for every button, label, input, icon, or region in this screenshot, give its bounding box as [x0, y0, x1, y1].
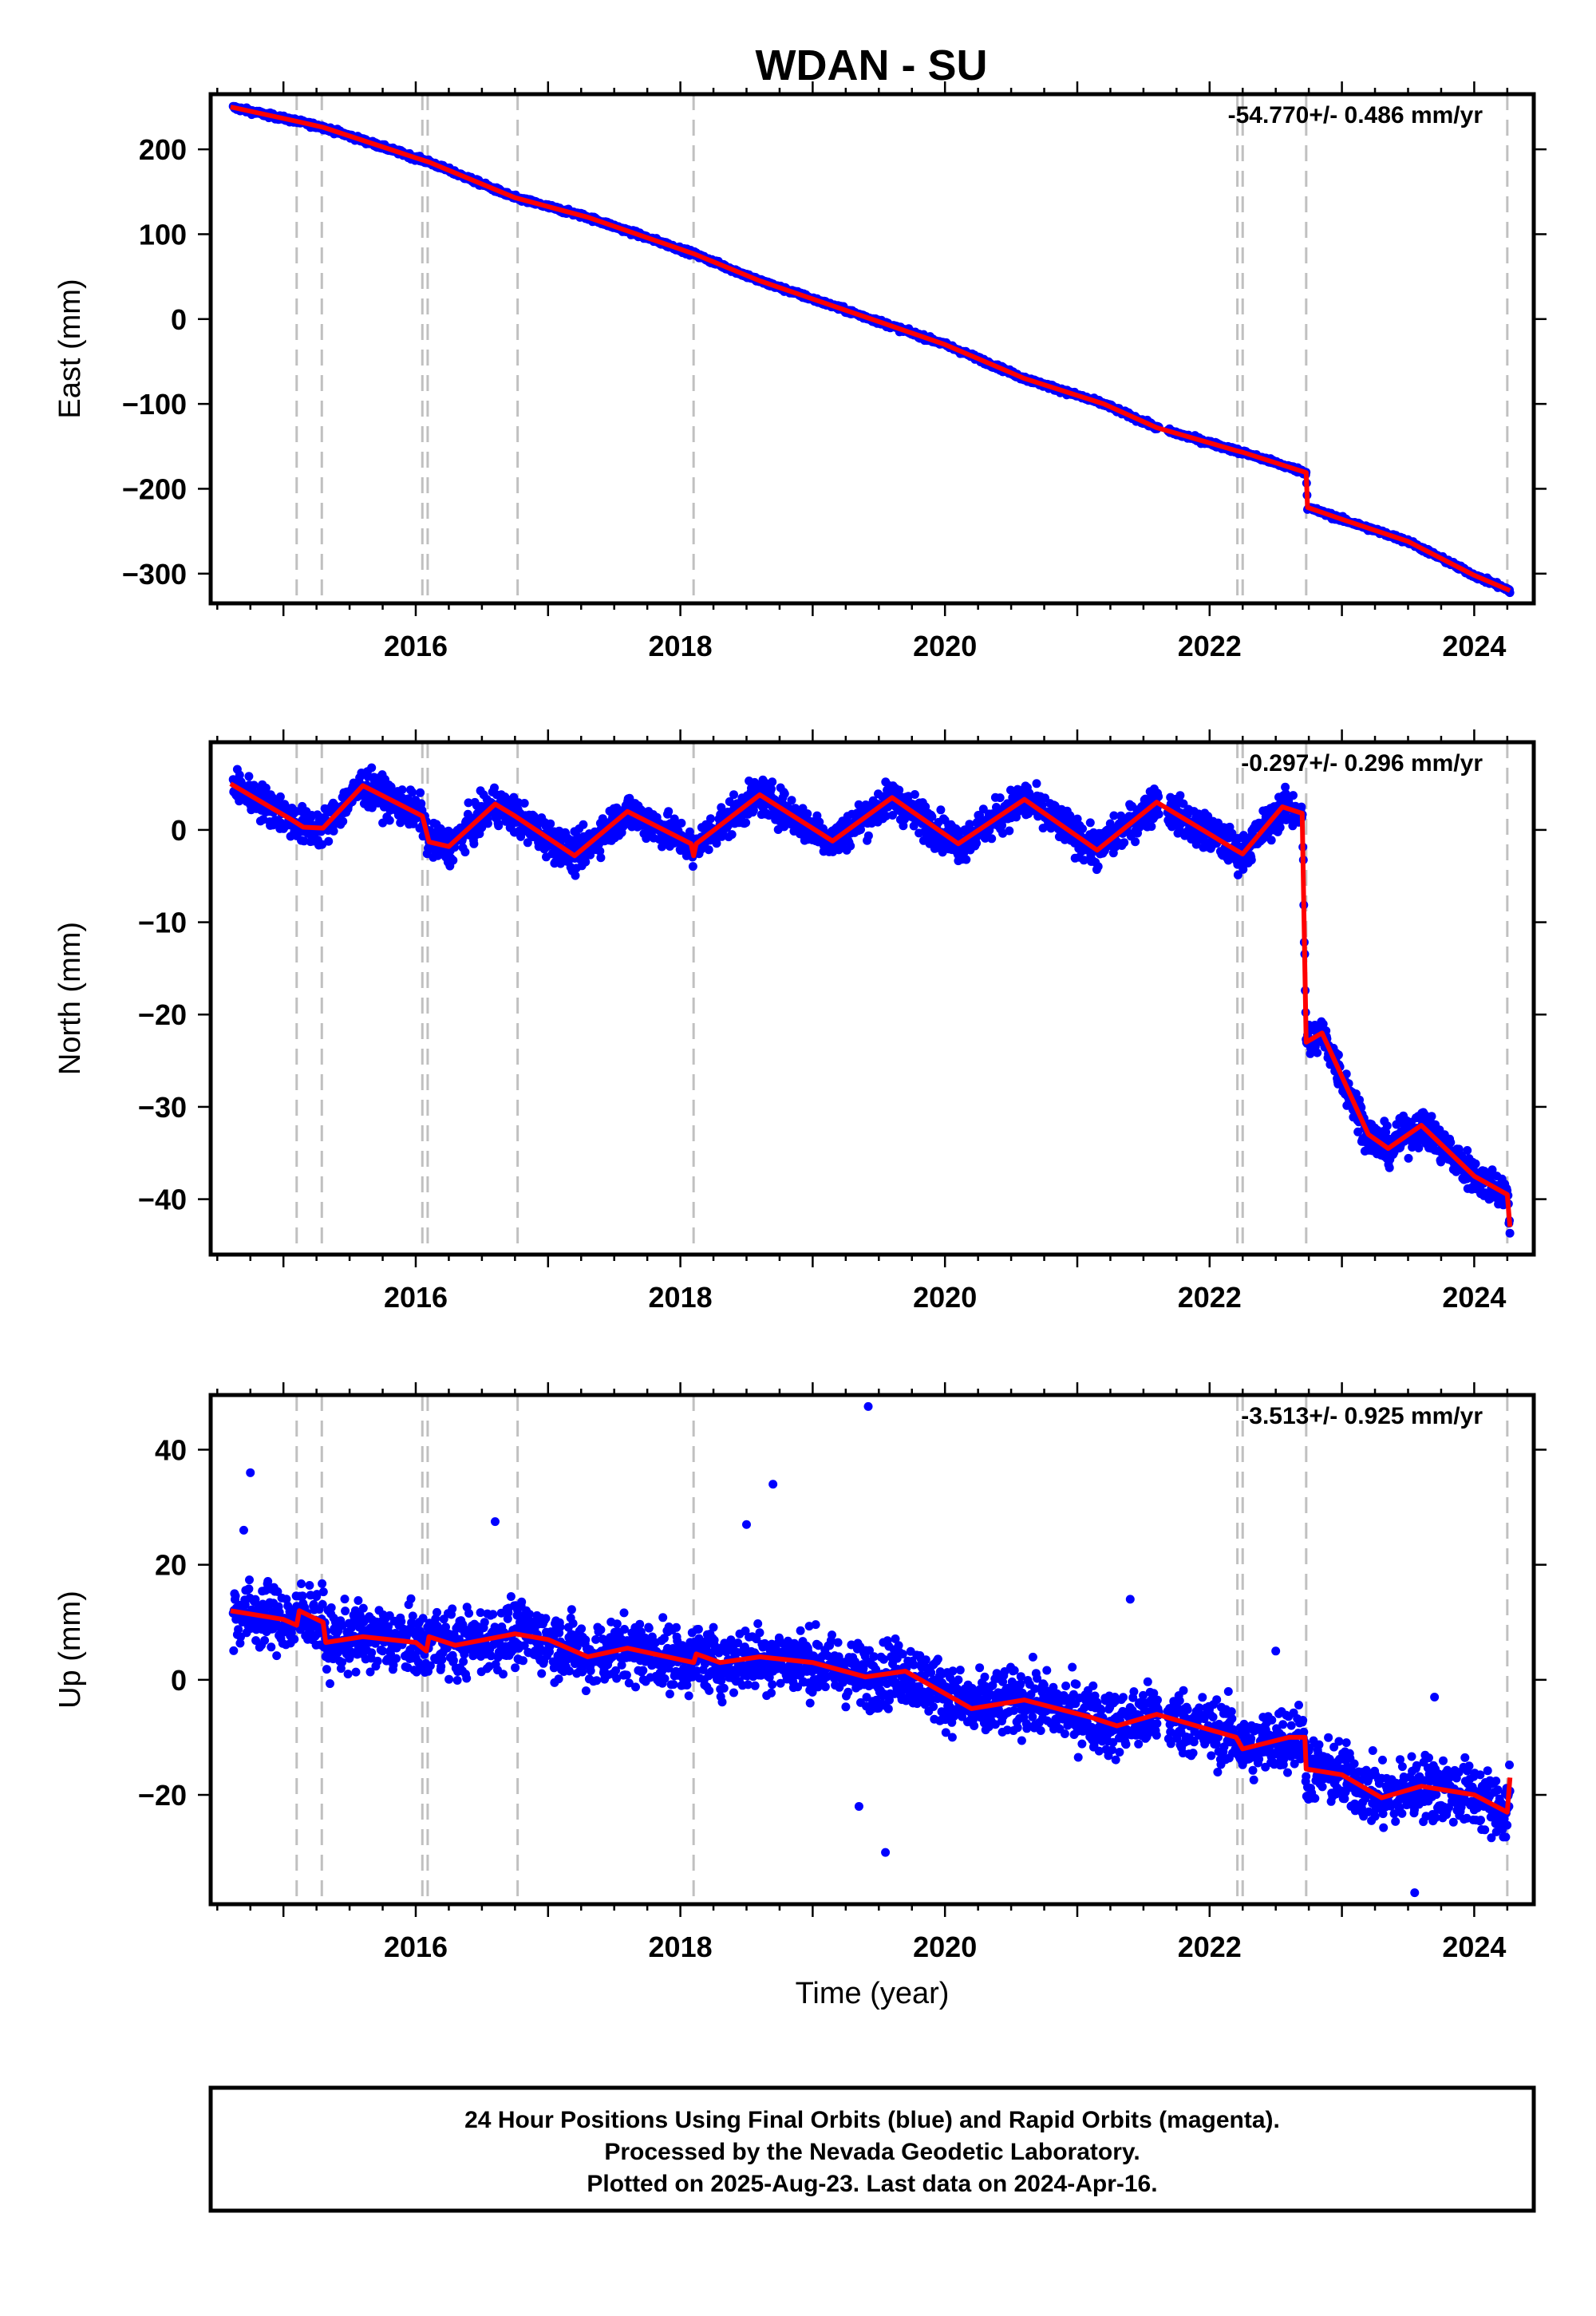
data-point [1093, 862, 1103, 871]
data-point [579, 820, 588, 829]
x-tick-label: 2016 [384, 630, 448, 662]
data-point [1073, 814, 1082, 824]
data-point [581, 857, 591, 867]
data-point [324, 836, 334, 846]
y-axis-label: East (mm) [53, 279, 87, 418]
data-point [460, 848, 470, 857]
data-point [846, 841, 855, 851]
data-point [1154, 792, 1163, 801]
data-point [338, 816, 348, 826]
data-point [595, 847, 605, 856]
y-tick-label: 200 [139, 133, 187, 166]
data-point [677, 818, 686, 828]
data-point [417, 799, 426, 808]
data-point [706, 814, 715, 824]
data-point [1109, 811, 1119, 820]
data-point [275, 792, 285, 801]
data-point [408, 788, 417, 797]
data-point [1005, 826, 1014, 836]
data-point [729, 790, 738, 800]
data-point [519, 799, 529, 808]
chart-title: WDAN - SU [756, 41, 988, 89]
x-tick-label: 2024 [1442, 630, 1506, 662]
data-point [469, 839, 479, 848]
data-point [712, 839, 721, 848]
data-point [727, 830, 737, 840]
y-tick-label: 0 [171, 303, 187, 336]
x-tick-label: 2018 [649, 630, 713, 662]
data-point [1079, 856, 1088, 865]
data-point [1120, 838, 1129, 848]
x-tick-label: 2020 [913, 630, 977, 662]
data-point [483, 819, 492, 828]
data-point [1131, 837, 1140, 847]
data-point [995, 793, 1005, 803]
data-point [397, 785, 407, 795]
data-point [741, 818, 751, 828]
data-point [1147, 822, 1156, 832]
data-point [464, 798, 473, 808]
data-point [523, 838, 532, 848]
data-point [780, 789, 789, 799]
data-point [1037, 800, 1047, 810]
data-point [688, 862, 697, 871]
data-point [1175, 791, 1185, 800]
data-point [767, 785, 776, 794]
data-point [704, 845, 713, 855]
data-point [803, 809, 812, 819]
data-point [235, 770, 244, 780]
east-panel: 2016 2018 2020 2022 2024 200 100 0 −100 −200 −300 E… [53, 81, 1547, 662]
data-point [416, 788, 425, 797]
data-point [888, 811, 897, 820]
data-point [787, 796, 796, 805]
y-tick-label: −300 [122, 558, 187, 591]
data-point [385, 816, 394, 825]
data-point [249, 781, 259, 790]
data-point [367, 763, 377, 773]
plot-frame [208, 92, 1536, 606]
data-point [854, 800, 863, 809]
data-point [571, 871, 580, 880]
data-point [895, 785, 904, 795]
y-tick-label: 100 [139, 218, 187, 251]
data-point [910, 790, 919, 799]
data-point [972, 839, 982, 848]
data-point [448, 856, 458, 865]
data-point [936, 805, 946, 815]
data-point [329, 826, 338, 836]
data-point [664, 807, 674, 816]
velocity-annotation: -54.770+/- 0.486 mm/yr [1228, 102, 1483, 128]
data-point [987, 834, 997, 844]
data-point [299, 836, 309, 846]
data-point [1078, 824, 1087, 833]
y-tick-label: −100 [122, 388, 187, 421]
data-point [244, 772, 254, 781]
data-point [546, 819, 555, 828]
model-line [230, 105, 1511, 593]
y-tick-label: −200 [122, 472, 187, 505]
data-point [1032, 779, 1041, 788]
data-point [1154, 809, 1163, 819]
data-point [490, 783, 499, 792]
data-point [494, 821, 504, 831]
data-point [596, 853, 606, 863]
data-point [881, 812, 891, 820]
data-point [899, 821, 908, 831]
data-point [768, 777, 777, 787]
data-point [863, 831, 873, 840]
data-point [1085, 818, 1095, 828]
data-point [962, 855, 971, 864]
data-point [927, 812, 937, 821]
x-tick-label: 2022 [1178, 630, 1242, 662]
data-point [815, 817, 824, 827]
